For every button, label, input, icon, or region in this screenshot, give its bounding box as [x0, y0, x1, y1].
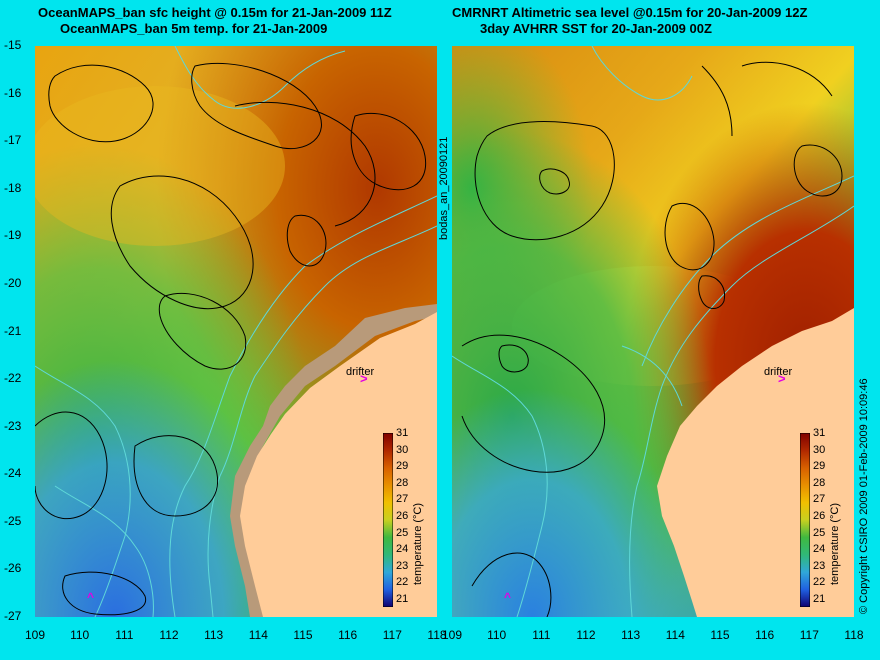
- y-tick-label: -18: [4, 180, 22, 195]
- colorbar-tick-label: 29: [813, 460, 826, 473]
- right-colorbar: [799, 432, 811, 608]
- x-tick-label: 117: [382, 628, 402, 642]
- colorbar-tick-label: 26: [813, 510, 826, 522]
- left-drifter-marker: >: [360, 371, 368, 386]
- left-title-line1: OceanMAPS_ban sfc height @ 0.15m for 21-…: [38, 5, 392, 20]
- y-tick-label: -17: [4, 133, 22, 148]
- right-colorbar-label: temperature (°C): [829, 502, 841, 585]
- y-tick-label: -26: [4, 561, 22, 576]
- x-tick-label: 115: [293, 628, 313, 642]
- left-drifter-label: drifter: [346, 366, 375, 378]
- x-tick-label: 109: [24, 628, 46, 642]
- colorbar-tick-label: 25: [396, 526, 409, 539]
- right-title-line1: CMRNRT Altimetric sea level @0.15m for 2…: [452, 5, 808, 20]
- svg-text:^: ^: [504, 590, 511, 604]
- right-sea-level-contours: [461, 61, 843, 617]
- colorbar-tick-label: 24: [813, 543, 826, 556]
- x-tick-label: 112: [159, 628, 179, 642]
- y-tick-label: -20: [4, 275, 22, 290]
- y-tick-label: -21: [4, 323, 22, 338]
- colorbar-tick-label: 27: [813, 493, 826, 506]
- middle-bodas-label: bodas_an_20090121: [438, 136, 450, 240]
- left-title-line2: OceanMAPS_ban 5m temp. for 21-Jan-2009: [60, 21, 328, 36]
- svg-text:^: ^: [87, 590, 94, 604]
- colorbar-tick-label: 28: [813, 476, 826, 489]
- x-tick-label: 110: [70, 628, 90, 642]
- colorbar-tick-label: 25: [813, 526, 826, 539]
- x-tick-label: 116: [755, 628, 775, 642]
- y-tick-label: -23: [4, 418, 22, 433]
- colorbar-tick-label: 23: [813, 559, 826, 572]
- right-map-svg: ^: [452, 46, 854, 617]
- colorbar-tick-label: 29: [396, 460, 409, 473]
- x-tick-label: 109: [441, 628, 463, 642]
- x-tick-label: 113: [204, 628, 224, 642]
- colorbar-tick-label: 26: [396, 510, 409, 522]
- y-tick-label: -19: [4, 228, 22, 243]
- left-colorbar: [382, 432, 394, 608]
- colorbar-tick-label: 28: [396, 476, 409, 489]
- colorbar-tick-label: 31: [396, 427, 409, 439]
- x-tick-label: 116: [338, 628, 358, 642]
- y-tick-label: -16: [4, 85, 22, 100]
- x-tick-label: 113: [621, 628, 641, 642]
- colorbar-tick-label: 21: [396, 593, 409, 605]
- colorbar-tick-label: 30: [396, 443, 409, 456]
- y-tick-label: -15: [4, 38, 22, 52]
- right-drifter-marker: >: [778, 371, 786, 386]
- colorbar-tick-label: 30: [813, 443, 826, 456]
- right-title-line2: 3day AVHRR SST for 20-Jan-2009 00Z: [480, 21, 712, 36]
- left-bathymetry-contours: [35, 46, 437, 617]
- colorbar-tick-label: 22: [396, 576, 409, 589]
- x-tick-label: 111: [532, 628, 551, 642]
- y-tick-label: -22: [4, 371, 22, 386]
- left-colorbar-gradient: [382, 432, 394, 608]
- y-tick-label: -24: [4, 466, 22, 481]
- colorbar-tick-label: 31: [813, 427, 826, 439]
- x-tick-label: 115: [710, 628, 730, 642]
- right-drifter-label: drifter: [764, 366, 793, 378]
- y-tick-label: -25: [4, 513, 22, 528]
- colorbar-tick-label: 23: [396, 559, 409, 572]
- left-sea-level-contours: [35, 62, 427, 616]
- copyright-label: © Copyright CSIRO 2009 01-Feb-2009 10:09…: [858, 378, 870, 614]
- x-tick-label: 110: [487, 628, 507, 642]
- x-tick-label: 111: [115, 628, 134, 642]
- left-map-panel: ^: [35, 46, 437, 617]
- y-tick-label: -27: [4, 609, 22, 623]
- left-colorbar-label: temperature (°C): [412, 502, 424, 585]
- colorbar-tick-label: 27: [396, 493, 409, 506]
- x-tick-label: 112: [576, 628, 596, 642]
- colorbar-tick-label: 22: [813, 576, 826, 589]
- x-tick-label: 118: [844, 628, 864, 642]
- x-tick-label: 118: [427, 628, 447, 642]
- x-tick-label: 117: [799, 628, 819, 642]
- x-tick-label: 114: [665, 628, 685, 642]
- colorbar-tick-label: 24: [396, 543, 409, 556]
- right-map-panel: ^: [452, 46, 854, 617]
- colorbar-tick-label: 21: [813, 593, 826, 605]
- x-tick-label: 114: [248, 628, 268, 642]
- right-colorbar-gradient: [799, 432, 811, 608]
- left-map-svg: ^: [35, 46, 437, 617]
